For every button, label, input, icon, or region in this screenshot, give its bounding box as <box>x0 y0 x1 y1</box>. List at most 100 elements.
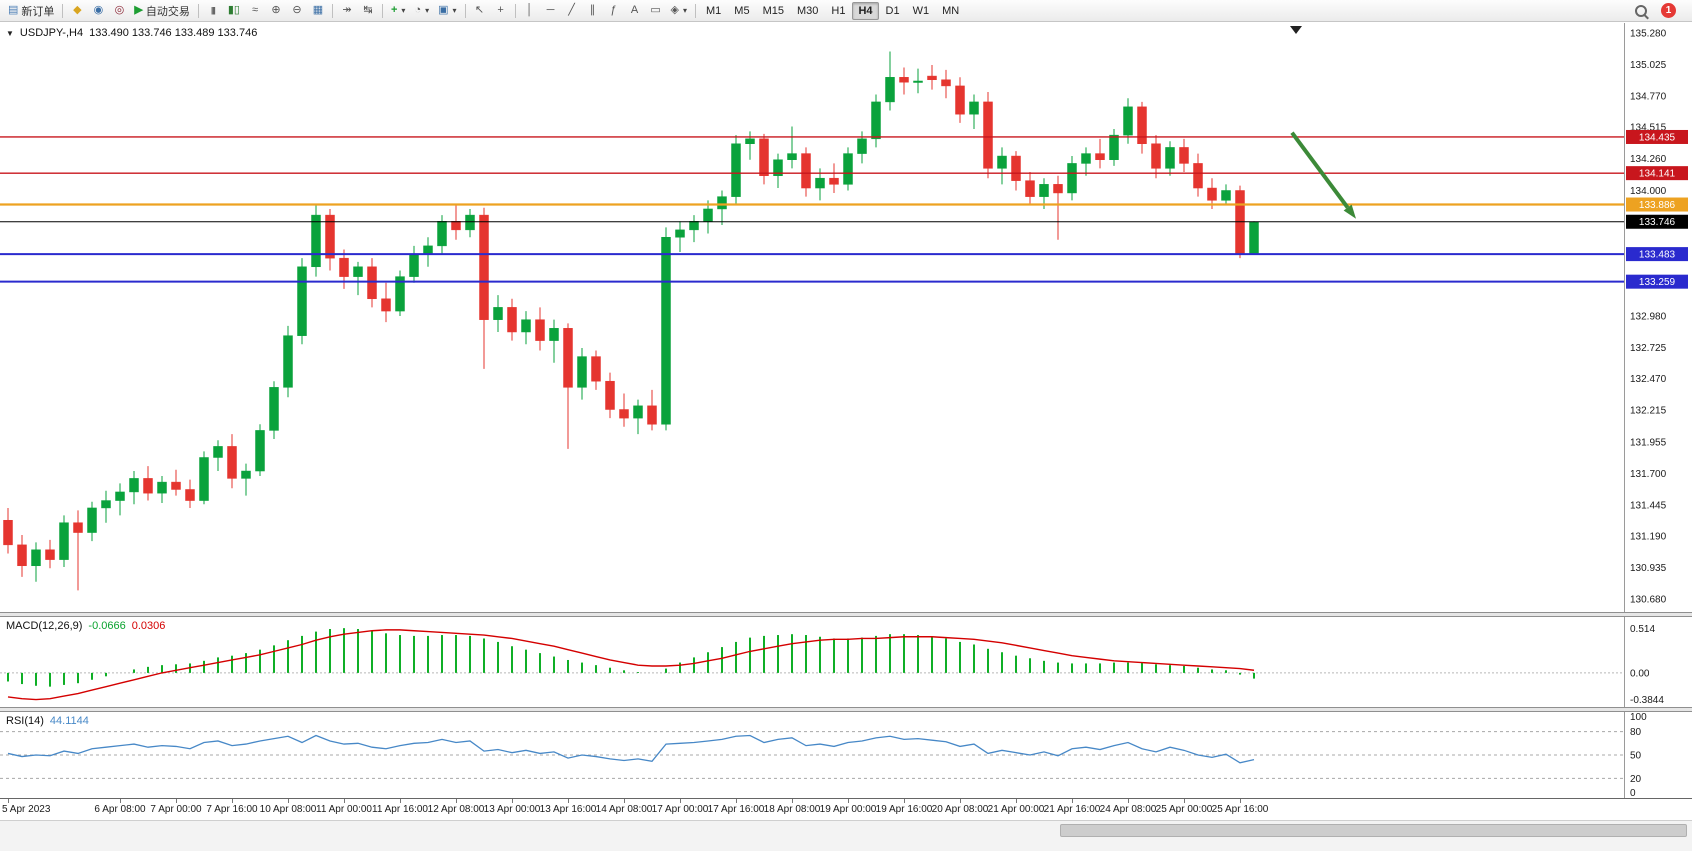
main-chart-panel[interactable]: 135.280 135.025 134.770 134.515 134.260 134.0… <box>0 23 1692 612</box>
cursor-button[interactable]: ↖ <box>470 2 490 20</box>
panel-separator[interactable] <box>0 707 1692 712</box>
text-button[interactable]: A <box>625 2 645 20</box>
svg-text:132.725: 132.725 <box>1630 343 1667 354</box>
timeframe-button-mn[interactable]: MN <box>936 2 965 20</box>
fibonacci-button[interactable]: ƒ <box>604 2 624 20</box>
time-label: 18 Apr 08:00 <box>763 804 821 815</box>
trendline-icon: ╱ <box>568 4 575 16</box>
scrollbar-thumb[interactable] <box>1060 824 1687 837</box>
timeframe-button-m1[interactable]: M1 <box>700 2 727 20</box>
time-tick <box>1016 799 1017 803</box>
metaeditor-button[interactable]: ◆ <box>67 2 87 20</box>
horizontal-line-button[interactable]: ─ <box>541 2 561 20</box>
timeframe-button-m5[interactable]: M5 <box>728 2 755 20</box>
timeframe-button-m15[interactable]: M15 <box>757 2 790 20</box>
tile-windows-button[interactable]: ▦ <box>308 2 328 20</box>
svg-text:135.025: 135.025 <box>1630 60 1667 71</box>
auto-scroll-icon: ↠ <box>342 4 352 16</box>
candles-chart-icon: ▮▯ <box>227 4 240 16</box>
macd-panel[interactable]: 0.514 0.00 -0.3844 MACD(12,26,9) -0.0666 0… <box>0 617 1692 707</box>
text-label-button[interactable]: ▭ <box>646 2 666 20</box>
algo-trading-button[interactable]: ▶ 自动交易 <box>130 2 193 20</box>
time-tick <box>1184 799 1185 803</box>
zoom-in-button[interactable]: ⊕ <box>266 2 286 20</box>
svg-text:0: 0 <box>1630 788 1636 798</box>
time-tick <box>456 799 457 803</box>
timeframe-button-d1[interactable]: D1 <box>880 2 906 20</box>
line-chart-icon: ≈ <box>251 4 258 16</box>
macd-title: MACD(12,26,9) -0.0666 0.0306 <box>6 620 165 632</box>
svg-text:134.000: 134.000 <box>1630 186 1667 197</box>
chevron-down-icon: ▾ <box>683 6 688 15</box>
time-label: 21 Apr 16:00 <box>1043 804 1101 815</box>
svg-text:134.515: 134.515 <box>1630 123 1667 134</box>
time-tick <box>1128 799 1129 803</box>
trendline-button[interactable]: ╱ <box>562 2 582 20</box>
time-label: 25 Apr 16:00 <box>1211 804 1269 815</box>
svg-text:134.260: 134.260 <box>1630 154 1667 165</box>
svg-text:131.700: 131.700 <box>1630 469 1667 480</box>
community-icon: ◉ <box>93 4 104 16</box>
periods-button[interactable]: ◔ ▾ <box>410 2 433 20</box>
panel-separator[interactable] <box>0 612 1692 617</box>
zoom-out-button[interactable]: ⊖ <box>287 2 307 20</box>
indicators-button[interactable]: + ▾ <box>387 2 409 20</box>
horizontal-line-icon: ─ <box>546 4 555 16</box>
time-label: 21 Apr 00:00 <box>987 804 1045 815</box>
community-button[interactable]: ◉ <box>88 2 108 20</box>
time-label: 19 Apr 16:00 <box>875 804 933 815</box>
templates-button[interactable]: ▣ ▾ <box>434 2 460 20</box>
support-button[interactable]: ◎ <box>109 2 129 20</box>
macd-canvas[interactable]: 0.514 0.00 -0.3844 <box>0 617 1692 707</box>
notifications-badge[interactable]: 1 <box>1661 3 1676 18</box>
timeframe-button-w1[interactable]: W1 <box>907 2 936 20</box>
new-order-icon: ▤ <box>8 4 19 16</box>
time-label: 5 Apr 2023 <box>2 804 51 815</box>
timeframe-button-m30[interactable]: M30 <box>791 2 824 20</box>
toolbar-separator <box>197 3 199 18</box>
timeframe-button-h1[interactable]: H1 <box>825 2 851 20</box>
bars-chart-button[interactable]: ||| <box>203 2 223 20</box>
algo-trading-icon: ▶ <box>134 4 143 16</box>
time-tick <box>624 799 625 803</box>
svg-text:132.470: 132.470 <box>1630 374 1667 385</box>
rsi-panel[interactable]: 100 80 50 20 0 RSI(14) 44.1144 <box>0 712 1692 799</box>
time-label: 14 Apr 08:00 <box>595 804 653 815</box>
rsi-canvas[interactable]: 100 80 50 20 0 <box>0 712 1692 799</box>
new-order-button[interactable]: ▤ 新订单 <box>4 2 58 20</box>
line-chart-button[interactable]: ≈ <box>245 2 265 20</box>
search-button[interactable] <box>1631 2 1651 20</box>
shapes-button[interactable]: ◈ ▾ <box>667 2 691 20</box>
timeframe-button-h4[interactable]: H4 <box>852 1 879 20</box>
time-label: 13 Apr 00:00 <box>483 804 541 815</box>
time-tick <box>288 799 289 803</box>
candles-chart-button[interactable]: ▮▯ <box>224 2 244 20</box>
chart-collapse-icon[interactable]: ▼ <box>6 28 14 38</box>
chart-shift-icon: ↹ <box>363 4 373 16</box>
channel-button[interactable]: ∥ <box>583 2 603 20</box>
svg-text:131.190: 131.190 <box>1630 532 1667 543</box>
svg-text:133.886: 133.886 <box>1639 200 1676 211</box>
rsi-label: RSI(14) <box>6 715 44 727</box>
crosshair-button[interactable]: + <box>491 2 511 20</box>
chart-shift-button[interactable]: ↹ <box>358 2 378 20</box>
toolbar-separator <box>464 3 466 18</box>
time-tick <box>176 799 177 803</box>
chevron-down-icon: ▾ <box>452 6 457 15</box>
time-tick <box>8 799 9 803</box>
auto-scroll-button[interactable]: ↠ <box>337 2 357 20</box>
indicators-icon: + <box>390 4 398 16</box>
svg-text:80: 80 <box>1630 727 1642 738</box>
svg-text:130.680: 130.680 <box>1630 594 1667 605</box>
svg-text:133.259: 133.259 <box>1639 277 1676 288</box>
toolbar-separator <box>514 3 516 18</box>
time-tick <box>120 799 121 803</box>
vertical-line-button[interactable]: │ <box>520 2 540 20</box>
horizontal-scrollbar[interactable] <box>0 820 1692 851</box>
svg-text:132.980: 132.980 <box>1630 311 1667 322</box>
svg-text:131.955: 131.955 <box>1630 438 1667 449</box>
price-chart-canvas[interactable]: 135.280 135.025 134.770 134.515 134.260 134.0… <box>0 23 1692 612</box>
cursor-icon: ↖ <box>474 4 485 16</box>
time-tick <box>1240 799 1241 803</box>
time-axis[interactable]: 5 Apr 2023 6 Apr 08:00 7 Apr 00:00 7 Apr 16… <box>0 798 1692 820</box>
